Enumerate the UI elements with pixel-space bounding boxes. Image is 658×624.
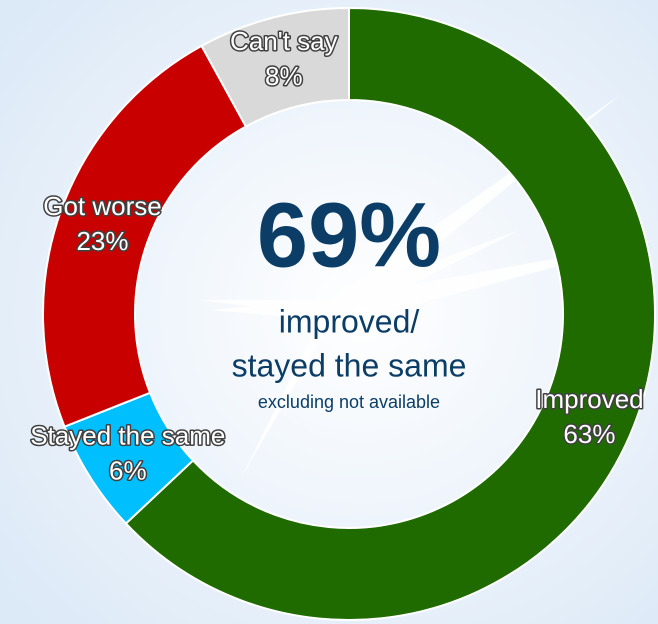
donut	[42, 6, 656, 621]
center-text: improved/	[279, 303, 420, 339]
segment-label: Can't say	[230, 26, 338, 56]
segment-label: Improved	[535, 384, 643, 414]
segment-label: Stayed the same	[30, 420, 225, 450]
center-note: excluding not available	[258, 392, 440, 412]
donut-segment	[42, 44, 248, 428]
center-text: stayed the same	[232, 347, 467, 383]
center-value: 69%	[257, 184, 441, 286]
segment-value: 8%	[265, 61, 303, 91]
segment-label: Got worse	[43, 191, 162, 221]
segment-value: 63%	[563, 419, 615, 449]
donut-segment	[200, 6, 350, 128]
donut-segment	[124, 6, 656, 621]
segment-value: 23%	[76, 226, 128, 256]
segment-value: 6%	[109, 455, 147, 485]
